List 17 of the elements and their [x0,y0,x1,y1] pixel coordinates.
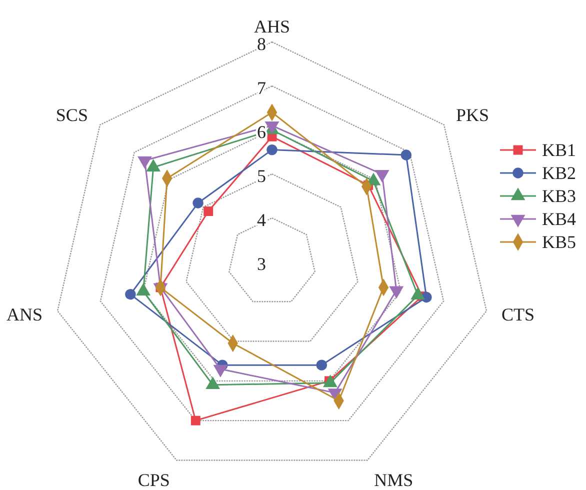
spoke-label: NMS [374,470,414,490]
legend-label: KB1 [542,140,576,160]
y-tick-label: 4 [257,210,266,230]
spoke-label: SCS [56,105,88,126]
spoke-label: AHS [254,16,290,37]
legend-label: KB4 [542,209,576,229]
legend-label: KB3 [542,186,576,206]
spoke-label: ANS [6,304,42,324]
y-tick-label: 3 [257,254,266,274]
spoke-label: PKS [456,105,490,126]
legend-label: KB5 [542,232,576,252]
legend-label: KB2 [542,163,576,183]
y-tick-label: 8 [257,34,266,54]
spoke-label: CTS [502,304,535,324]
y-tick-label: 7 [257,78,266,98]
y-tick-label: 5 [257,166,266,186]
spoke-label: CPS [138,470,170,490]
